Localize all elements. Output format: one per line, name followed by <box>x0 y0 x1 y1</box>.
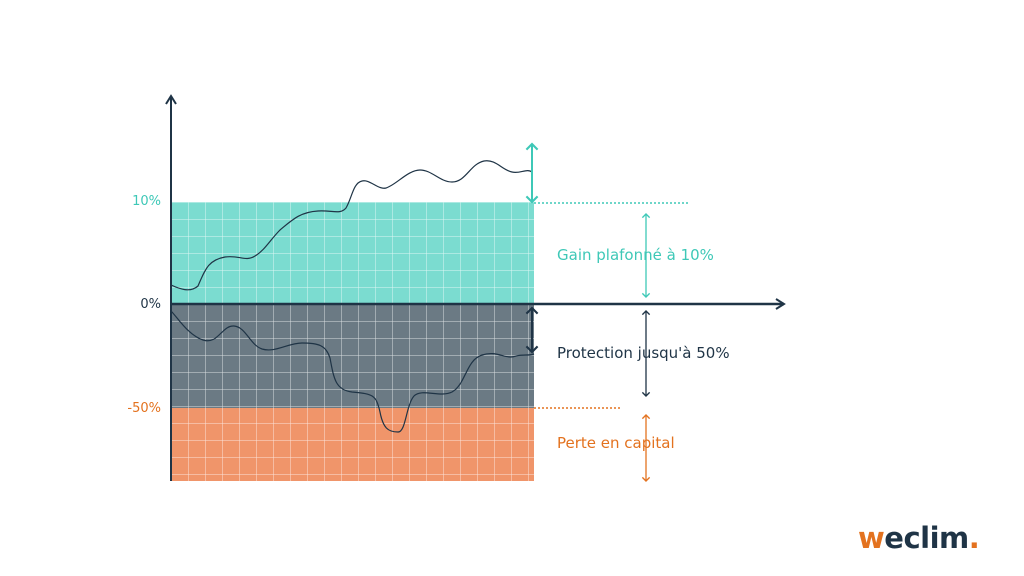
positive-performance-curve <box>170 160 533 291</box>
logo-suffix: . <box>968 521 980 555</box>
y-axis-arrowhead <box>165 94 177 105</box>
weclim-logo: weclim. <box>858 521 980 555</box>
negative-performance-curve <box>170 310 535 433</box>
zone-grid <box>171 202 534 481</box>
tick-label-0: 0% <box>140 297 161 312</box>
protection-zone-label: Protection jusqu'à 50% <box>557 344 730 362</box>
tick-label-minus-50: -50% <box>127 401 161 416</box>
x-axis-arrowhead <box>775 298 786 310</box>
gain-zone-label: Gain plafonné à 10% <box>557 246 714 264</box>
loss-zone-label: Perte en capital <box>557 434 675 452</box>
tick-label-10: 10% <box>132 194 161 209</box>
logo-main: eclim <box>884 521 969 555</box>
logo-prefix: w <box>858 521 885 555</box>
